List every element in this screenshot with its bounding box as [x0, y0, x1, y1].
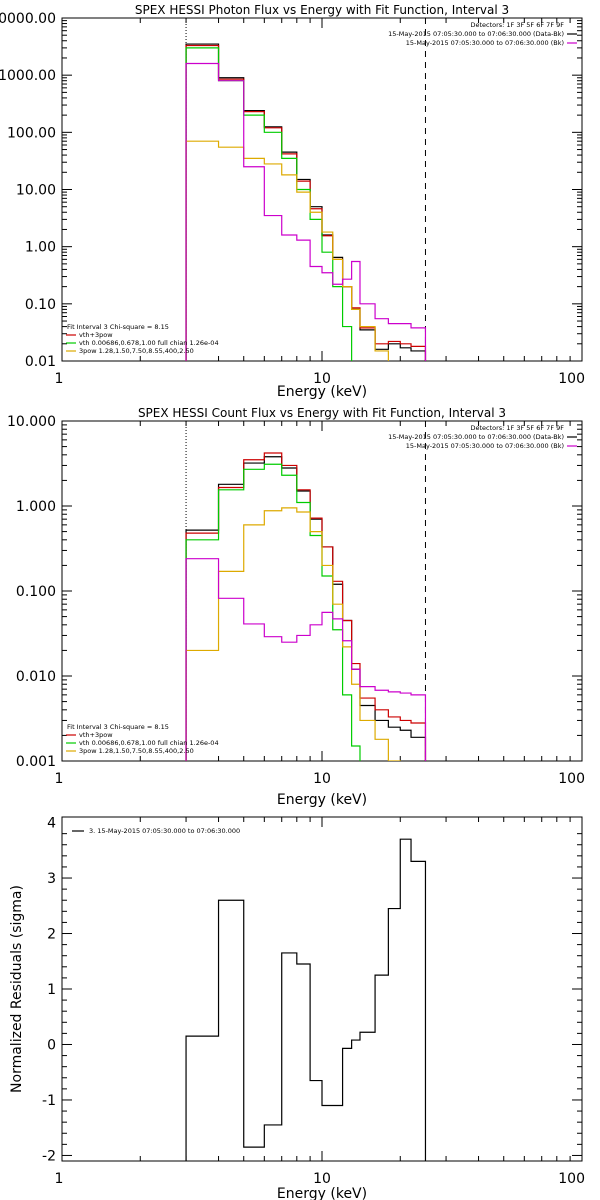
- chart-title: SPEX HESSI Count Flux vs Energy with Fit…: [138, 406, 506, 420]
- y-tick-label: 0.100: [16, 584, 56, 600]
- series-line-3: [185, 463, 361, 761]
- legend-entry-label: vth+3pow: [79, 731, 113, 739]
- series-line-5: [185, 62, 427, 361]
- series-line-3: [185, 47, 353, 361]
- legend-entry-label: 3pow 1.28,1.50,7.50,8.55,400,2.50: [79, 747, 194, 755]
- x-axis-label: Energy (keV): [277, 792, 367, 808]
- x-tick-label: 10: [313, 1171, 331, 1187]
- chart-panel-1: SPEX HESSI Photon Flux vs Energy with Fi…: [0, 3, 585, 400]
- y-tick-label: 0.001: [16, 754, 56, 770]
- series-line-1: [185, 456, 427, 761]
- x-tick-label: 1: [55, 371, 64, 387]
- chart-panel-2: SPEX HESSI Count Flux vs Energy with Fit…: [7, 406, 585, 808]
- y-tick-label: -1: [42, 1093, 56, 1109]
- legend-top: 3. 15-May-2015 07:05:30.000 to 07:06:30.…: [72, 827, 240, 835]
- legend-entry-label: Fit Interval 3 Chi-square = 8.15: [67, 323, 169, 331]
- y-axis-label: Normalized Residuals (sigma): [9, 885, 25, 1093]
- plot-frame: [61, 17, 583, 362]
- x-tick-label: 100: [558, 371, 585, 387]
- x-tick-label: 10: [313, 371, 331, 387]
- plot-frame: [61, 420, 583, 762]
- y-tick-label: 1.00: [25, 240, 56, 256]
- y-tick-label: 0000.00: [0, 11, 56, 27]
- y-tick-label: 0.01: [25, 354, 56, 370]
- series-line-1: [185, 838, 427, 1161]
- legend-entry-label: 15-May-2015 07:05:30.000 to 07:06:30.000…: [406, 442, 564, 450]
- y-tick-label: 0.010: [16, 669, 56, 685]
- legend-entry-label: 3pow 1.28,1.50,7.50,8.55,400,2.50: [79, 347, 194, 355]
- y-tick-label: -2: [42, 1148, 56, 1164]
- y-tick-label: 1000.00: [0, 68, 56, 84]
- y-tick-label: 0: [47, 1037, 56, 1053]
- legend-entry-label: 15-May-2015 07:05:30.000 to 07:06:30.000…: [388, 433, 564, 441]
- y-tick-label: 2: [47, 927, 56, 943]
- x-tick-label: 100: [558, 771, 585, 787]
- legend-entry-label: vth 0.00686,0.678,1.00 full chian 1.26e-…: [79, 739, 219, 747]
- y-tick-label: 10.00: [16, 183, 56, 199]
- x-axis-label: Energy (keV): [277, 384, 367, 400]
- legend-entry-label: vth 0.00686,0.678,1.00 full chian 1.26e-…: [79, 339, 219, 347]
- plot-frame: [61, 816, 583, 1162]
- y-tick-label: 4: [47, 816, 56, 832]
- legend-entry-label: vth+3pow: [79, 331, 113, 339]
- legend-top: Detectors: 1F 3F 5F 6F 7F 9F15-May-2015 …: [388, 21, 577, 47]
- chart-panel-3: 1 10 100 Energy (keV) -2 -1 0 1 2 3 4 Normalized Re…: [9, 816, 585, 1200]
- y-tick-label: 3: [47, 871, 56, 887]
- legend-entry-label: Fit Interval 3 Chi-square = 8.15: [67, 723, 169, 731]
- series-line-1: [185, 43, 427, 361]
- series-line-5: [185, 558, 427, 761]
- series-line-4: [185, 507, 401, 761]
- x-axis-label: Energy (keV): [277, 1186, 367, 1200]
- x-tick-label: 100: [558, 1171, 585, 1187]
- x-tick-label: 10: [313, 771, 331, 787]
- x-tick-label: 1: [55, 1171, 64, 1187]
- legend-entry-label: 15-May-2015 07:05:30.000 to 07:06:30.000…: [388, 30, 564, 38]
- legend-fit: Fit Interval 3 Chi-square = 8.15vth+3pow…: [66, 723, 219, 755]
- x-tick-label: 1: [55, 771, 64, 787]
- legend-entry-label: Detectors: 1F 3F 5F 6F 7F 9F: [470, 21, 564, 29]
- y-tick-label: 100.00: [7, 125, 56, 141]
- y-tick-label: 10.000: [7, 414, 56, 430]
- legend-entry-label: 3. 15-May-2015 07:05:30.000 to 07:06:30.…: [89, 827, 240, 835]
- legend-entry-label: Detectors: 1F 3F 5F 6F 7F 9F: [470, 424, 564, 432]
- series-line-2: [185, 452, 427, 761]
- chart-title: SPEX HESSI Photon Flux vs Energy with Fi…: [135, 3, 509, 17]
- series-line-2: [185, 44, 427, 361]
- series-line-4: [185, 140, 389, 361]
- y-tick-label: 1: [47, 982, 56, 998]
- y-tick-label: 0.10: [25, 297, 56, 313]
- legend-fit: Fit Interval 3 Chi-square = 8.15vth+3pow…: [66, 323, 219, 355]
- legend-entry-label: 15-May-2015 07:05:30.000 to 07:06:30.000…: [406, 39, 564, 47]
- legend-top: Detectors: 1F 3F 5F 6F 7F 9F15-May-2015 …: [388, 424, 577, 450]
- y-tick-label: 1.000: [16, 499, 56, 515]
